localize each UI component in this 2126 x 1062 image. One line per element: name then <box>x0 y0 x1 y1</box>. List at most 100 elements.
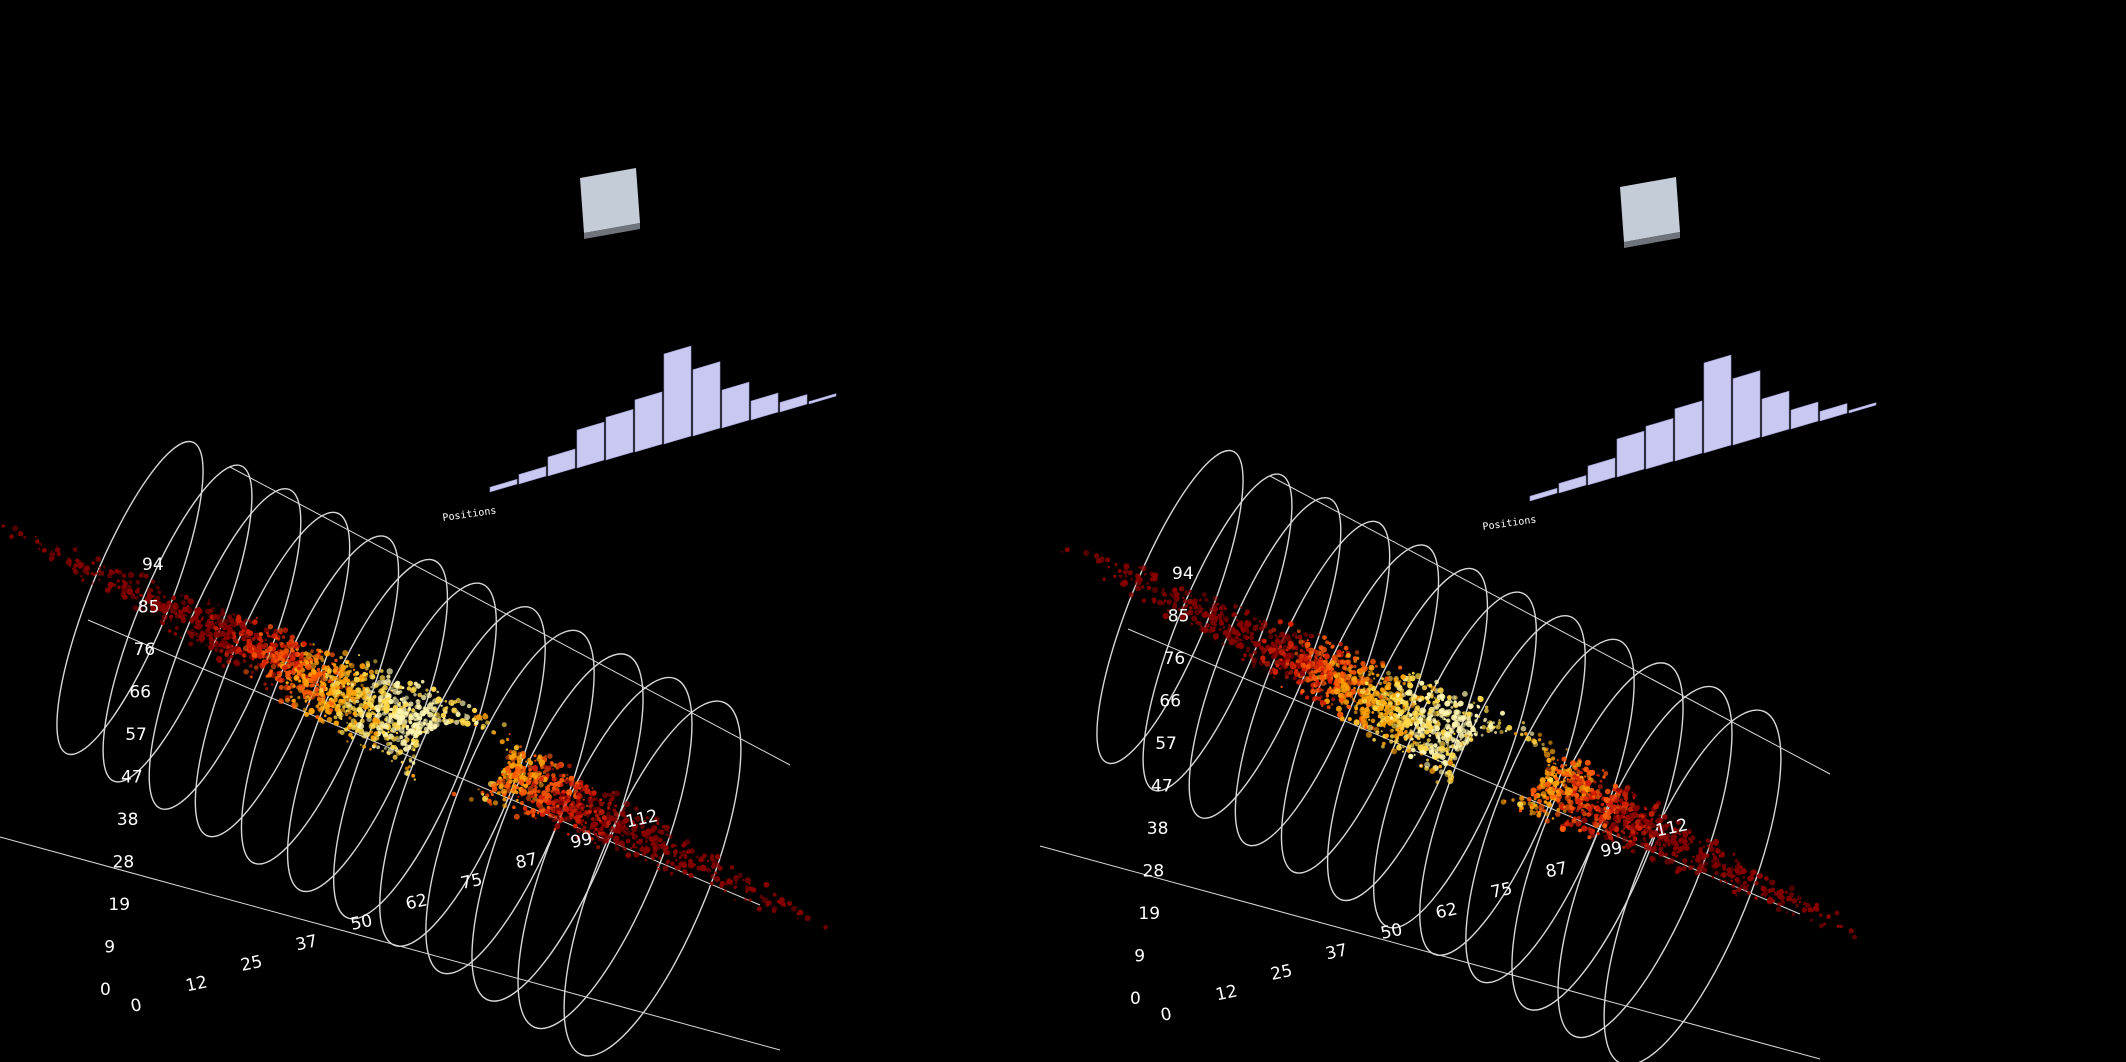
data-point <box>585 804 589 808</box>
data-point <box>1212 595 1218 602</box>
data-point <box>576 793 583 800</box>
data-point <box>1201 627 1207 633</box>
data-point <box>598 801 602 805</box>
data-point <box>383 724 389 730</box>
data-point <box>143 600 148 605</box>
data-point <box>451 791 457 797</box>
data-point <box>1638 814 1642 817</box>
data-point <box>1823 922 1827 926</box>
data-point <box>371 704 374 707</box>
data-point <box>1346 704 1352 710</box>
y-tick-label: 19 <box>108 895 130 915</box>
data-point <box>1791 912 1796 916</box>
data-point <box>1714 870 1719 876</box>
data-point <box>590 797 595 803</box>
data-point <box>139 593 143 598</box>
data-point <box>339 730 345 735</box>
data-point <box>334 658 338 663</box>
data-point <box>387 683 391 686</box>
data-point <box>695 855 699 859</box>
data-point <box>1337 711 1344 718</box>
data-point <box>111 582 114 586</box>
data-point <box>327 668 333 674</box>
data-point <box>613 811 619 817</box>
data-point <box>1251 661 1257 666</box>
data-point <box>628 813 633 817</box>
data-point <box>231 620 234 623</box>
data-point <box>1656 833 1661 839</box>
data-point <box>297 695 301 700</box>
data-point <box>584 821 588 825</box>
y-tick-label: 28 <box>113 853 135 873</box>
data-point <box>750 888 753 891</box>
data-point <box>1422 718 1427 722</box>
data-point <box>1382 680 1387 685</box>
data-point <box>227 635 231 640</box>
data-point <box>607 808 610 811</box>
data-point <box>1669 820 1673 824</box>
data-point <box>1386 670 1391 676</box>
data-point <box>243 618 248 623</box>
data-point <box>682 869 688 875</box>
data-point <box>1398 709 1405 715</box>
x-tick-label: 37 <box>294 931 319 955</box>
data-point <box>376 708 381 713</box>
data-point <box>1682 858 1688 864</box>
data-point <box>368 669 374 675</box>
data-point <box>1283 656 1288 661</box>
data-point <box>522 806 528 812</box>
data-point <box>1366 724 1373 731</box>
guide-line <box>87 619 761 906</box>
data-point <box>1589 791 1595 797</box>
data-point <box>1340 659 1346 665</box>
data-point <box>1711 875 1715 879</box>
histogram-bar <box>779 394 808 413</box>
data-point <box>1453 702 1459 708</box>
data-point <box>1135 585 1141 592</box>
data-point <box>1387 720 1393 726</box>
data-point <box>1107 565 1111 569</box>
data-point <box>1449 770 1452 773</box>
data-point <box>1537 798 1542 804</box>
data-point <box>1389 728 1394 733</box>
data-point <box>1273 653 1278 659</box>
data-point <box>688 872 694 878</box>
data-point <box>1642 824 1646 829</box>
data-point <box>532 788 538 794</box>
data-point <box>304 699 308 703</box>
data-point <box>1572 790 1576 795</box>
data-point <box>1553 793 1559 799</box>
data-point <box>1556 807 1561 812</box>
data-point <box>1415 673 1422 680</box>
data-point <box>586 816 589 819</box>
cube-marker <box>1620 177 1680 248</box>
data-point <box>1437 687 1444 694</box>
data-point <box>1389 702 1393 705</box>
data-point <box>634 815 641 822</box>
data-point <box>1791 897 1798 904</box>
data-point <box>285 670 291 677</box>
data-point <box>416 699 419 702</box>
data-point <box>1417 744 1424 751</box>
data-point <box>1748 874 1755 881</box>
data-point <box>657 867 661 871</box>
data-point <box>1660 846 1664 850</box>
data-point <box>1244 619 1249 624</box>
data-point <box>582 798 585 801</box>
data-point <box>1426 692 1431 697</box>
data-point <box>372 717 379 724</box>
data-point <box>1612 783 1619 789</box>
data-point <box>220 649 223 653</box>
data-point <box>1343 682 1349 688</box>
data-point <box>221 638 225 642</box>
data-point <box>1356 701 1360 706</box>
data-point <box>1241 639 1244 642</box>
data-point <box>414 704 420 710</box>
data-point <box>1653 845 1657 850</box>
data-point <box>1428 709 1433 714</box>
data-point <box>1541 742 1545 747</box>
data-point <box>272 642 279 648</box>
data-point <box>241 635 247 642</box>
data-point <box>1324 653 1330 659</box>
data-point <box>232 613 236 617</box>
